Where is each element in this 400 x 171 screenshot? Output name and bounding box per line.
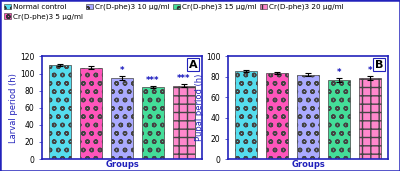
Text: ***: *** bbox=[177, 74, 190, 83]
Bar bbox=[235, 71, 258, 159]
Text: *: * bbox=[336, 68, 341, 77]
Bar bbox=[297, 75, 319, 159]
Bar bbox=[328, 80, 350, 159]
Text: *: * bbox=[367, 66, 372, 75]
Bar bbox=[111, 78, 133, 159]
Bar bbox=[172, 86, 195, 159]
Bar bbox=[266, 73, 288, 159]
Bar bbox=[80, 68, 102, 159]
Bar bbox=[358, 78, 381, 159]
Text: A: A bbox=[188, 60, 197, 69]
Y-axis label: Pupal period (h): Pupal period (h) bbox=[196, 74, 204, 141]
Text: *: * bbox=[120, 66, 124, 75]
Y-axis label: Larval period (h): Larval period (h) bbox=[10, 73, 18, 143]
Text: ***: *** bbox=[146, 76, 160, 85]
X-axis label: Groups: Groups bbox=[105, 160, 139, 169]
Bar bbox=[49, 65, 72, 159]
Bar bbox=[142, 87, 164, 159]
X-axis label: Groups: Groups bbox=[291, 160, 325, 169]
Legend: Normal control, Cr(D-phe)3 5 μg/ml, Cr(D-phe)3 10 μg/ml, Cr(D-phe)3 15 μg/ml, Cr: Normal control, Cr(D-phe)3 5 μg/ml, Cr(D… bbox=[4, 4, 344, 20]
Text: B: B bbox=[375, 60, 383, 69]
